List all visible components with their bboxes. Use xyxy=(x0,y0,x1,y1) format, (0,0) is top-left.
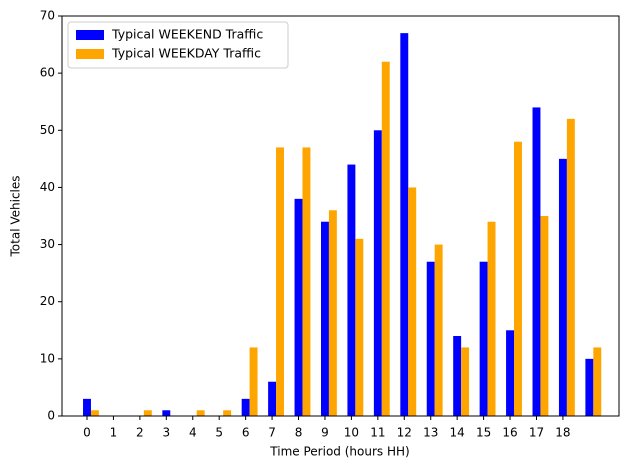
bar xyxy=(373,130,382,417)
bar xyxy=(434,244,443,416)
x-tick-label: 6 xyxy=(242,426,250,440)
x-tick-label: 2 xyxy=(136,426,144,440)
y-tick-label: 20 xyxy=(40,294,55,308)
bar xyxy=(355,238,364,416)
legend-swatch xyxy=(76,30,104,40)
bar xyxy=(223,410,232,416)
bar xyxy=(593,347,602,416)
y-tick-label: 10 xyxy=(40,351,55,365)
y-tick-label: 40 xyxy=(40,180,55,194)
bar xyxy=(566,118,575,416)
y-axis-label: Total Vehicles xyxy=(9,175,23,257)
bar xyxy=(540,216,549,416)
bar xyxy=(196,410,205,416)
x-tick-label: 7 xyxy=(268,426,276,440)
x-tick-label: 14 xyxy=(450,426,465,440)
x-tick-label: 15 xyxy=(476,426,491,440)
bar xyxy=(400,33,409,417)
bar xyxy=(241,398,250,416)
y-tick-label: 70 xyxy=(40,9,55,23)
x-tick-label: 12 xyxy=(397,426,412,440)
bar xyxy=(162,410,171,416)
x-tick-label: 10 xyxy=(344,426,359,440)
bar xyxy=(487,221,496,416)
y-tick-label: 50 xyxy=(40,123,55,137)
bar xyxy=(294,198,303,416)
x-tick-label: 17 xyxy=(529,426,544,440)
x-tick-label: 13 xyxy=(423,426,438,440)
bar xyxy=(347,164,356,416)
legend: Typical WEEKEND Traffic Typical WEEKDAY T… xyxy=(67,21,289,69)
bar xyxy=(83,398,91,416)
x-tick-label: 4 xyxy=(189,426,197,440)
bar xyxy=(558,158,567,416)
x-tick-label: 5 xyxy=(215,426,223,440)
bar xyxy=(461,347,470,416)
bar xyxy=(249,347,258,416)
bar xyxy=(408,187,417,416)
bar xyxy=(426,261,435,416)
bar xyxy=(90,410,99,416)
bar xyxy=(479,261,488,416)
y-tick-label: 0 xyxy=(47,409,55,423)
bar xyxy=(320,221,329,416)
bar xyxy=(585,358,594,416)
bar xyxy=(328,210,337,416)
x-tick-label: 3 xyxy=(162,426,170,440)
y-tick-label: 30 xyxy=(40,237,55,251)
bar xyxy=(381,61,390,416)
plot-frame xyxy=(61,15,620,417)
bar xyxy=(514,141,522,416)
x-tick-label: 1 xyxy=(110,426,118,440)
bar xyxy=(506,330,515,416)
x-tick-label: 9 xyxy=(321,426,329,440)
bar xyxy=(532,107,541,416)
legend-frame xyxy=(67,21,289,69)
x-tick-label: 11 xyxy=(370,426,385,440)
legend-swatch xyxy=(76,49,104,59)
bar xyxy=(453,336,462,416)
x-tick-label: 8 xyxy=(295,426,303,440)
x-axis-label: Time Period (hours HH) xyxy=(269,445,409,459)
bar xyxy=(276,147,284,416)
bar xyxy=(302,147,311,416)
x-tick-label: 16 xyxy=(502,426,517,440)
x-tick-label: 18 xyxy=(555,426,570,440)
bar xyxy=(143,410,152,416)
legend-label: Typical WEEKDAY Traffic xyxy=(111,46,261,61)
bar xyxy=(268,381,277,416)
legend-label: Typical WEEKEND Traffic xyxy=(111,27,263,42)
x-tick-label: 0 xyxy=(83,426,91,440)
y-tick-label: 60 xyxy=(40,66,55,80)
